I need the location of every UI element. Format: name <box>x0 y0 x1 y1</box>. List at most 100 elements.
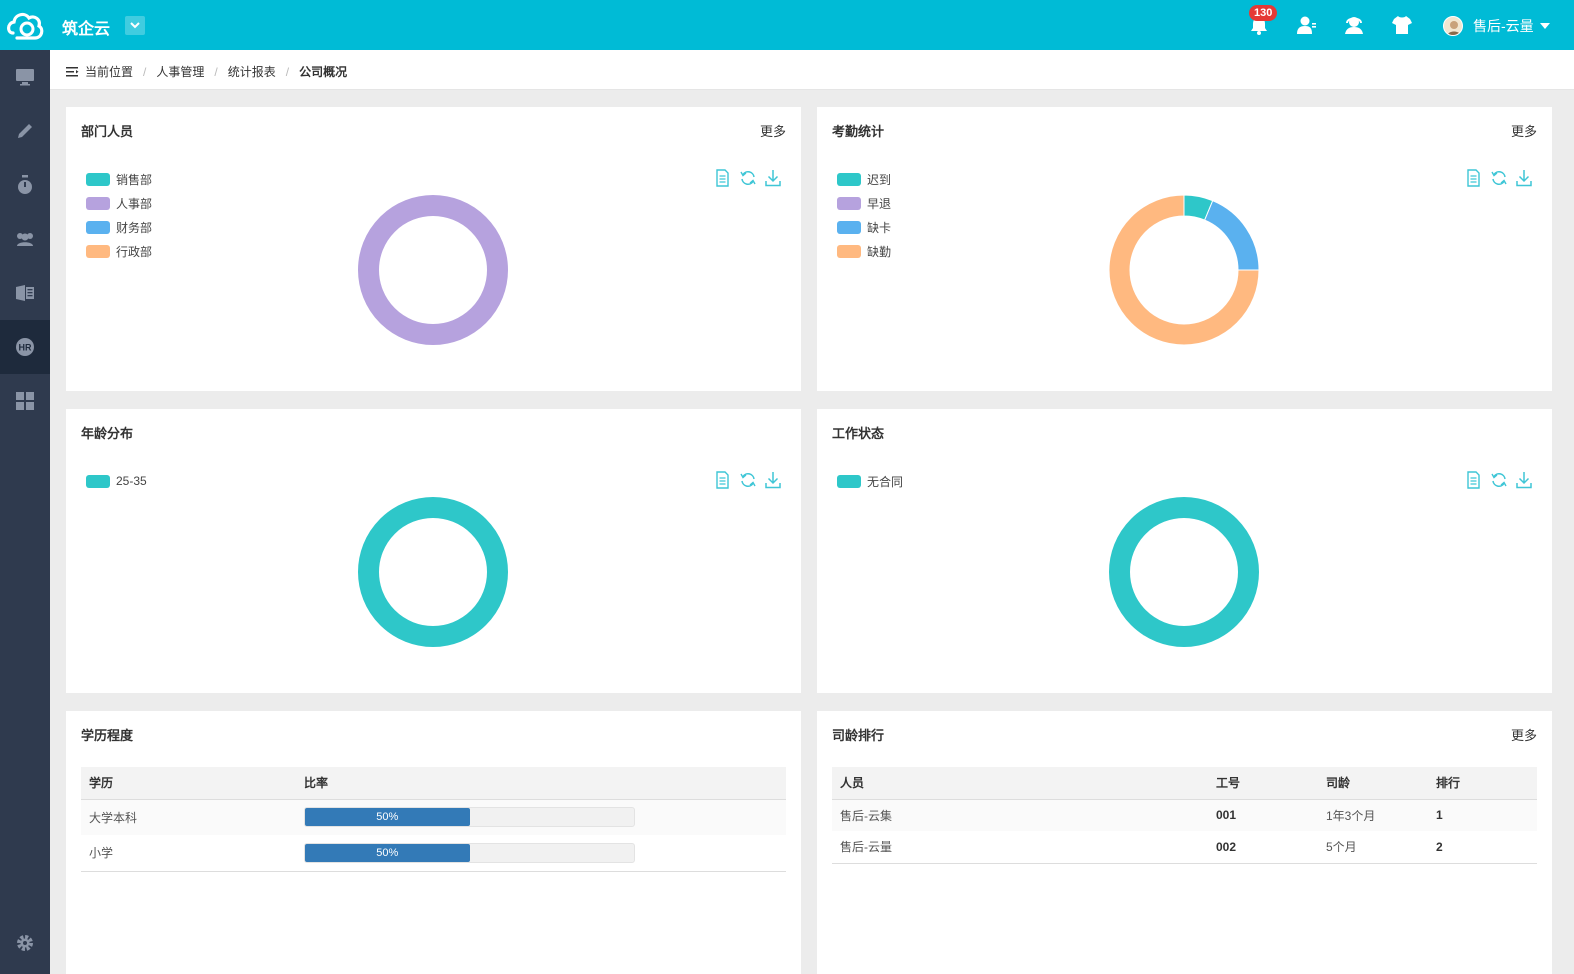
legend-item[interactable]: 25-35 <box>86 469 147 493</box>
panel-attendance: 考勤统计 更多 迟到 早退 缺卡 缺勤 <box>817 107 1552 391</box>
column-header: 人员 <box>832 767 1208 800</box>
sidebar-item-hr[interactable]: HR <box>0 320 50 374</box>
chart-legend: 无合同 <box>837 469 903 493</box>
sidebar-item-dashboard[interactable] <box>0 50 50 104</box>
chart-toolbox <box>1465 169 1537 187</box>
sidebar-item-edit[interactable] <box>0 104 50 158</box>
legend-label: 早退 <box>867 196 892 211</box>
legend-swatch <box>837 220 861 234</box>
legend-item[interactable]: 销售部 <box>86 167 152 191</box>
donut-chart <box>358 195 508 345</box>
sidebar-item-contacts[interactable] <box>0 212 50 266</box>
panel-title: 部门人员 <box>81 124 134 139</box>
data-view-icon[interactable] <box>714 471 732 489</box>
legend-label: 财务部 <box>116 220 153 235</box>
sidebar-item-apps[interactable] <box>0 374 50 428</box>
breadcrumb-separator: / <box>143 64 147 79</box>
download-icon[interactable] <box>1515 471 1533 489</box>
refresh-icon[interactable] <box>1490 471 1508 489</box>
progress-bar: 50% <box>304 842 635 863</box>
breadcrumb-item[interactable]: 人事管理 <box>156 65 205 79</box>
education-table: 学历 比率 大学本科 50% 小学 50% <box>81 767 786 872</box>
logo-icon[interactable] <box>5 7 45 43</box>
refresh-icon[interactable] <box>739 471 757 489</box>
sidebar-item-office[interactable] <box>0 266 50 320</box>
data-view-icon[interactable] <box>1465 471 1483 489</box>
column-header: 学历 <box>81 767 296 800</box>
download-icon[interactable] <box>764 471 782 489</box>
refresh-icon[interactable] <box>1490 169 1508 187</box>
legend-swatch <box>86 196 110 210</box>
employee-tenure: 1年3个月 <box>1318 799 1428 831</box>
refresh-icon[interactable] <box>739 169 757 187</box>
data-view-icon[interactable] <box>1465 169 1483 187</box>
panel-title: 司龄排行 <box>832 728 885 743</box>
employee-rank: 1 <box>1428 799 1537 831</box>
more-link[interactable]: 更多 <box>759 124 786 139</box>
top-bar: 筑企云 130 售后-云量 <box>0 0 1574 50</box>
table-row: 小学 50% <box>81 835 786 871</box>
support-icon[interactable] <box>1343 14 1365 36</box>
panel-age: 年龄分布 25-35 <box>66 409 801 693</box>
grid-icon <box>16 392 34 410</box>
employee-name: 售后-云量 <box>840 840 892 855</box>
seniority-table: 人员 工号 司龄 排行 售后-云集 001 1年3个月 1 售后-云量 002 … <box>832 767 1537 864</box>
legend-swatch <box>837 244 861 258</box>
legend-label: 缺勤 <box>867 244 892 259</box>
more-link[interactable]: 更多 <box>1510 124 1537 139</box>
sidebar: HR <box>0 50 50 974</box>
breadcrumb-item[interactable]: 统计报表 <box>227 65 276 79</box>
user-icon[interactable] <box>1295 14 1317 36</box>
legend-item[interactable]: 迟到 <box>837 167 891 191</box>
panel-department: 部门人员 更多 销售部人事部财务部行政部 <box>66 107 801 391</box>
legend-label: 缺卡 <box>867 220 892 235</box>
legend-item[interactable]: 财务部 <box>86 215 152 239</box>
breadcrumb-separator: / <box>285 64 290 79</box>
shirt-icon[interactable] <box>1391 14 1413 36</box>
donut-slice[interactable] <box>358 195 508 345</box>
more-link[interactable]: 更多 <box>1510 728 1537 743</box>
column-header: 比率 <box>296 767 786 800</box>
legend-item[interactable]: 早退 <box>837 191 891 215</box>
chart-legend: 25-35 <box>86 469 147 493</box>
user-menu[interactable]: 售后-云量 <box>1443 15 1550 37</box>
legend-label: 人事部 <box>116 196 153 211</box>
monitor-icon <box>16 69 34 86</box>
donut-slice[interactable] <box>1109 195 1259 345</box>
legend-item[interactable]: 缺勤 <box>837 239 891 263</box>
employee-id: 002 <box>1216 839 1237 854</box>
download-icon[interactable] <box>764 169 782 187</box>
progress-fill: 50% <box>305 808 470 827</box>
legend-item[interactable]: 无合同 <box>837 469 903 493</box>
breadcrumb-label: 当前位置 <box>85 65 134 79</box>
legend-item[interactable]: 行政部 <box>86 239 152 263</box>
legend-item[interactable]: 缺卡 <box>837 215 891 239</box>
user-name: 售后-云量 <box>1473 18 1534 34</box>
caret-down-icon <box>1539 23 1550 29</box>
sidebar-item-settings[interactable] <box>0 916 50 970</box>
notification-badge: 130 <box>1249 5 1278 21</box>
donut-slice[interactable] <box>1204 200 1259 271</box>
legend-item[interactable]: 人事部 <box>86 191 152 215</box>
table-row: 大学本科 50% <box>81 799 786 835</box>
donut-slice[interactable] <box>1109 497 1259 647</box>
svg-text:HR: HR <box>19 343 32 353</box>
download-icon[interactable] <box>1515 169 1533 187</box>
education-name: 小学 <box>89 846 114 861</box>
sidebar-item-attendance[interactable] <box>0 158 50 212</box>
data-view-icon[interactable] <box>714 169 732 187</box>
chart-legend: 迟到 早退 缺卡 缺勤 <box>837 167 891 263</box>
panel-title: 工作状态 <box>832 426 885 441</box>
column-header: 工号 <box>1208 767 1318 800</box>
table-row: 售后-云集 001 1年3个月 1 <box>832 799 1537 831</box>
employee-name: 售后-云集 <box>832 799 1208 831</box>
menu-toggle-icon[interactable] <box>66 66 79 78</box>
progress-bar: 50% <box>304 807 635 828</box>
donut-slice[interactable] <box>358 497 508 647</box>
legend-swatch <box>86 172 110 186</box>
donut-chart <box>358 497 508 647</box>
app-switch-dropdown[interactable] <box>125 16 145 35</box>
app-title: 筑企云 <box>62 21 111 38</box>
legend-label: 迟到 <box>867 172 892 187</box>
column-header: 司龄 <box>1318 767 1428 800</box>
